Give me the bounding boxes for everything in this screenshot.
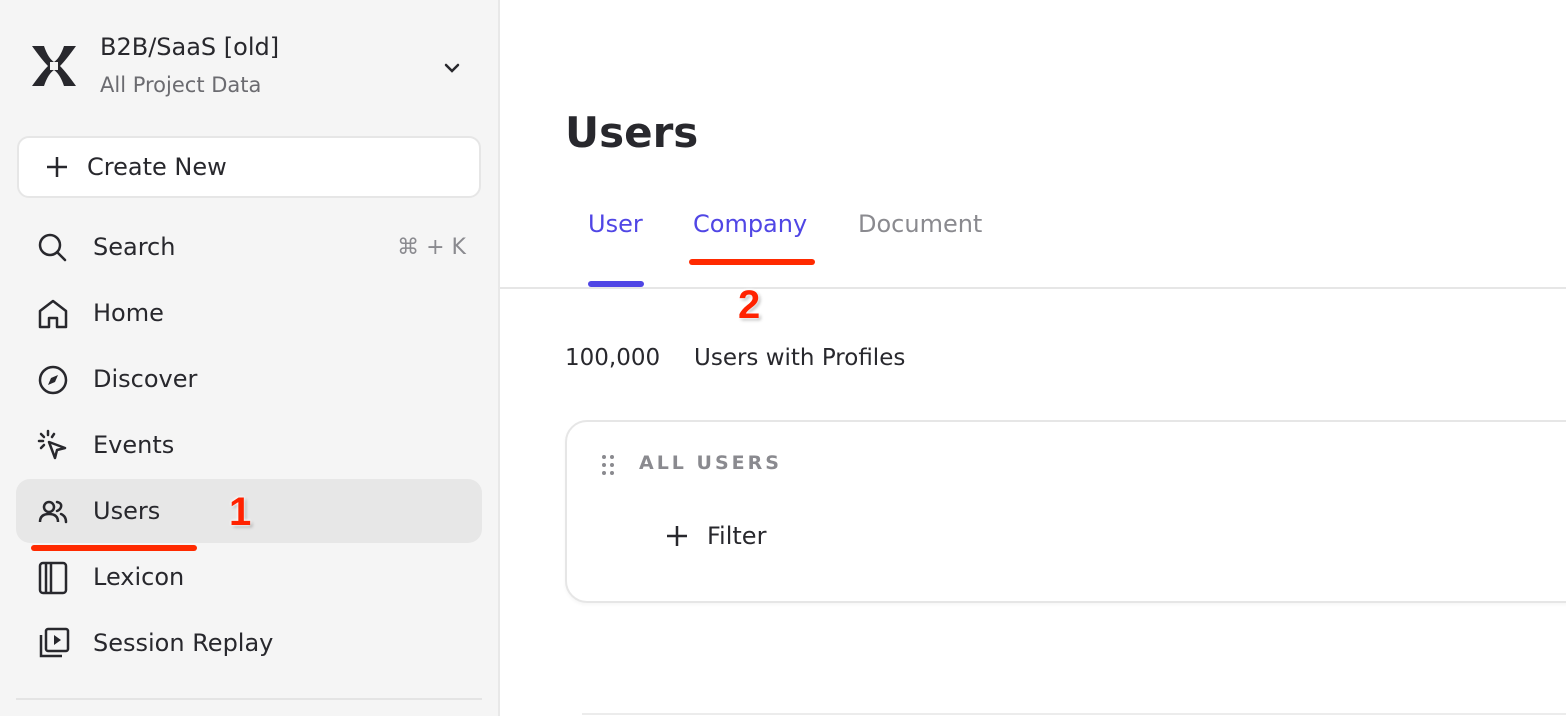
cursor-click-icon xyxy=(37,429,67,460)
add-filter-button[interactable]: Filter xyxy=(665,522,766,550)
filter-label: Filter xyxy=(707,522,767,550)
replay-icon xyxy=(39,627,70,658)
plus-icon xyxy=(667,526,687,546)
book-icon xyxy=(38,561,68,595)
sidebar-item-label: Lexicon xyxy=(93,563,185,591)
sidebar-item-label: Home xyxy=(93,299,164,327)
section-divider xyxy=(582,713,1566,715)
annotation-number-1: 1 xyxy=(229,490,252,534)
sidebar-item-search[interactable]: Search ⌘ + K xyxy=(16,215,482,279)
create-new-label: Create New xyxy=(87,153,227,181)
create-new-button[interactable]: Create New xyxy=(17,136,481,198)
tab-company[interactable]: Company xyxy=(693,210,808,238)
sidebar-item-home[interactable]: Home xyxy=(16,281,482,345)
profile-count: 100,000 xyxy=(565,345,661,371)
annotation-underline-company xyxy=(689,259,815,265)
sidebar-item-lexicon[interactable]: Lexicon xyxy=(16,545,482,609)
sidebar-item-events[interactable]: Events xyxy=(16,413,482,477)
drag-handle-icon[interactable] xyxy=(601,454,615,476)
sidebar-item-session-replay[interactable]: Session Replay xyxy=(16,611,482,675)
annotation-number-2: 2 xyxy=(738,283,761,327)
chevron-down-icon[interactable] xyxy=(440,56,464,80)
search-shortcut: ⌘ + K xyxy=(397,234,466,260)
page-title: Users xyxy=(565,108,699,157)
sidebar-item-label: Events xyxy=(93,431,175,459)
compass-icon xyxy=(38,365,68,395)
sidebar-item-label: Session Replay xyxy=(93,629,274,657)
project-subtitle: All Project Data xyxy=(100,73,262,97)
all-users-card: ALL USERS Filter xyxy=(565,420,1566,603)
active-tab-indicator xyxy=(588,281,644,287)
sidebar-item-discover[interactable]: Discover xyxy=(16,347,482,411)
tab-bar-divider xyxy=(500,287,1566,289)
search-icon xyxy=(38,233,67,262)
plus-icon xyxy=(47,157,67,177)
logo-icon xyxy=(32,46,76,86)
sidebar-item-label: Search xyxy=(93,233,176,261)
sidebar: B2B/SaaS [old] All Project Data Create N… xyxy=(0,0,500,716)
card-title: ALL USERS xyxy=(639,452,782,474)
tab-document[interactable]: Document xyxy=(858,210,983,238)
tab-user[interactable]: User xyxy=(588,210,643,238)
sidebar-item-label: Discover xyxy=(93,365,198,393)
sidebar-item-users[interactable]: Users xyxy=(16,479,482,543)
users-icon xyxy=(38,500,68,524)
project-name[interactable]: B2B/SaaS [old] xyxy=(100,33,280,61)
annotation-underline-users xyxy=(31,545,197,551)
home-icon xyxy=(38,299,68,329)
profile-count-label: Users with Profiles xyxy=(694,345,906,371)
sidebar-divider xyxy=(16,698,482,700)
sidebar-item-label: Users xyxy=(93,497,161,525)
